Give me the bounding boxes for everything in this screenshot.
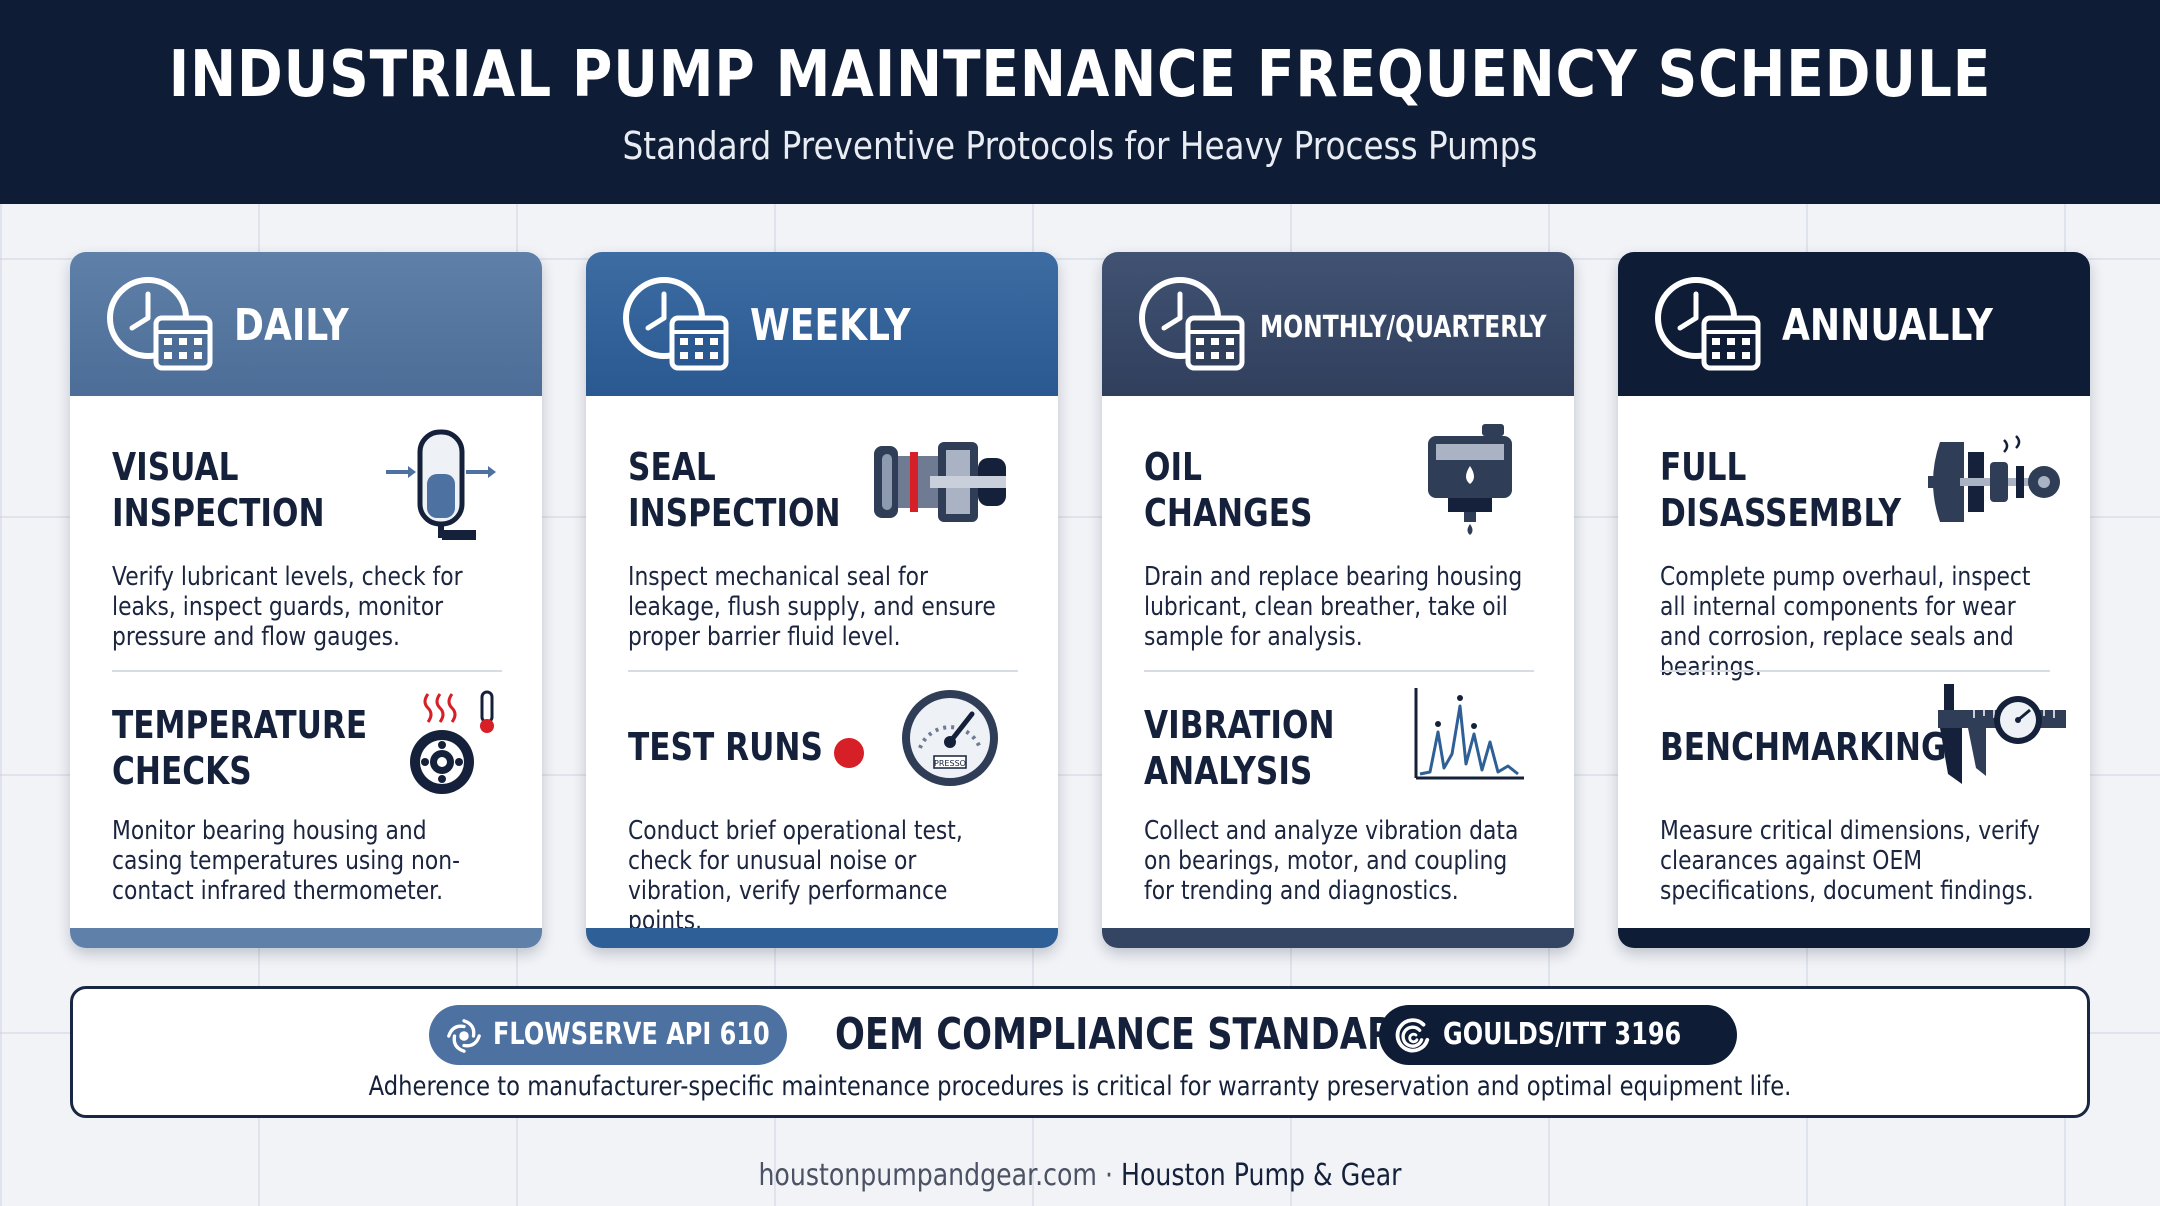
company-name: Houston Pump & Gear bbox=[1121, 1158, 1402, 1193]
card-body-weekly: SEAL INSPECTION Inspect mechanical seal … bbox=[586, 396, 1058, 936]
task-seal-inspection: SEAL INSPECTION Inspect mechanical seal … bbox=[628, 442, 1028, 652]
card-header-monthly-quarterly: MONTHLY/QUARTERLY bbox=[1102, 252, 1574, 396]
divider bbox=[1144, 670, 1534, 672]
task-description: Drain and replace bearing housing lubric… bbox=[1144, 562, 1523, 652]
goulds-itt-badge-label: GOULDS/ITT 3196 bbox=[1443, 1017, 1682, 1052]
card-header-weekly: WEEKLY bbox=[586, 252, 1058, 396]
divider bbox=[112, 670, 502, 672]
card-bottom-bar bbox=[70, 928, 542, 948]
card-label-monthly-quarterly: MONTHLY/QUARTERLY bbox=[1260, 310, 1547, 345]
credit-separator: · bbox=[1096, 1158, 1122, 1193]
caliper-gauge-icon bbox=[1938, 684, 2066, 784]
header-banner: INDUSTRIAL PUMP MAINTENANCE FREQUENCY SC… bbox=[0, 0, 2160, 204]
task-description: Verify lubricant levels, check for leaks… bbox=[112, 562, 463, 652]
task-test-runs: TEST RUNS Conduct brief operational test… bbox=[628, 690, 1028, 936]
task-description: Monitor bearing housing and casing tempe… bbox=[112, 816, 460, 906]
divider bbox=[1660, 670, 2050, 672]
task-title: BENCHMARKING bbox=[1660, 725, 1947, 769]
oem-compliance-title: OEM COMPLIANCE STANDARDS bbox=[835, 1009, 1449, 1060]
task-oil-changes: OIL CHANGES Drain and replace bearing ho… bbox=[1144, 424, 1544, 652]
task-temperature-checks: TEMPERATURE CHECKS Monitor bearing housi… bbox=[112, 690, 512, 906]
clock-calendar-icon bbox=[1139, 277, 1245, 371]
card-bottom-bar bbox=[1618, 928, 2090, 948]
hot-bearing-icon bbox=[410, 690, 494, 794]
card-header-annually: ANNUALLY bbox=[1618, 252, 2090, 396]
clock-calendar-icon bbox=[1655, 277, 1761, 371]
divider bbox=[628, 670, 1018, 672]
oem-compliance-description: Adherence to manufacturer-specific maint… bbox=[368, 1071, 1792, 1102]
card-bottom-bar bbox=[1102, 928, 1574, 948]
task-description: Inspect mechanical seal for leakage, flu… bbox=[628, 562, 996, 652]
card-daily: DAILY VISUAL INSPECTION Verify lubricant… bbox=[70, 252, 542, 948]
impeller-icon bbox=[447, 1019, 481, 1053]
page-subtitle: Standard Preventive Protocols for Heavy … bbox=[622, 124, 1538, 168]
oem-compliance-panel: FLOWSERVE API 610 OEM COMPLIANCE STANDAR… bbox=[70, 986, 2090, 1118]
task-benchmarking: BENCHMARKING Measure critical dimensions… bbox=[1660, 684, 2066, 906]
exploded-pump-icon bbox=[1928, 435, 2060, 522]
task-title: TEMPERATURE CHECKS bbox=[112, 703, 368, 793]
card-weekly: WEEKLY SEAL INSPECTION Inspect mechanica… bbox=[586, 252, 1058, 948]
clock-calendar-icon bbox=[623, 277, 729, 371]
task-title: SEAL INSPECTION bbox=[628, 445, 841, 535]
clock-calendar-icon bbox=[107, 277, 213, 371]
card-bottom-bar bbox=[586, 928, 1058, 948]
task-description: Complete pump overhaul, inspect all inte… bbox=[1660, 562, 2031, 682]
task-title: VIBRATION ANALYSIS bbox=[1144, 703, 1335, 793]
flowserve-badge-label: FLOWSERVE API 610 bbox=[493, 1017, 770, 1052]
task-title: OIL CHANGES bbox=[1144, 445, 1313, 535]
card-annually: ANNUALLY FULL DISASSEMBLY Complete pump … bbox=[1618, 252, 2090, 948]
card-label-daily: DAILY bbox=[234, 300, 349, 351]
card-header-daily: DAILY bbox=[70, 252, 542, 396]
task-description: Collect and analyze vibration data on be… bbox=[1144, 816, 1519, 906]
mechanical-seal-icon bbox=[874, 442, 1006, 522]
task-visual-inspection: VISUAL INSPECTION Verify lubricant level… bbox=[112, 429, 512, 652]
website-link[interactable]: houstonpumpandgear.com bbox=[758, 1158, 1097, 1193]
task-title: FULL DISASSEMBLY bbox=[1660, 445, 1902, 535]
vibration-spectrum-icon bbox=[1414, 688, 1524, 780]
pressure-gauge-icon: PRESSO bbox=[902, 690, 998, 786]
gauge-label: PRESSO bbox=[934, 759, 966, 768]
task-title: TEST RUNS bbox=[628, 725, 823, 769]
sight-glass-icon bbox=[386, 429, 496, 540]
card-body-monthly-quarterly: OIL CHANGES Drain and replace bearing ho… bbox=[1102, 396, 1574, 928]
goulds-itt-badge: GOULDS/ITT 3196 bbox=[1379, 1005, 1737, 1065]
task-description: Conduct brief operational test, check fo… bbox=[628, 816, 963, 936]
flowserve-badge: FLOWSERVE API 610 bbox=[429, 1005, 787, 1065]
status-indicator-dot bbox=[834, 738, 864, 768]
page-title: INDUSTRIAL PUMP MAINTENANCE FREQUENCY SC… bbox=[168, 38, 1992, 112]
card-label-annually: ANNUALLY bbox=[1782, 300, 1993, 351]
task-full-disassembly: FULL DISASSEMBLY Complete pump overhaul,… bbox=[1660, 435, 2060, 682]
swirl-logo-icon bbox=[1395, 1018, 1430, 1053]
task-title: VISUAL INSPECTION bbox=[112, 445, 325, 535]
task-vibration-analysis: VIBRATION ANALYSIS Collect and analyze v… bbox=[1144, 688, 1544, 906]
card-label-weekly: WEEKLY bbox=[750, 300, 911, 351]
oil-reservoir-icon bbox=[1428, 424, 1512, 535]
card-monthly-quarterly: MONTHLY/QUARTERLY OIL CHANGES Drain and … bbox=[1102, 252, 1574, 948]
card-body-daily: VISUAL INSPECTION Verify lubricant level… bbox=[70, 396, 542, 928]
task-description: Measure critical dimensions, verify clea… bbox=[1660, 816, 2040, 906]
card-body-annually: FULL DISASSEMBLY Complete pump overhaul,… bbox=[1618, 396, 2090, 928]
source-credit: houstonpumpandgear.com · Houston Pump & … bbox=[173, 1158, 1987, 1193]
